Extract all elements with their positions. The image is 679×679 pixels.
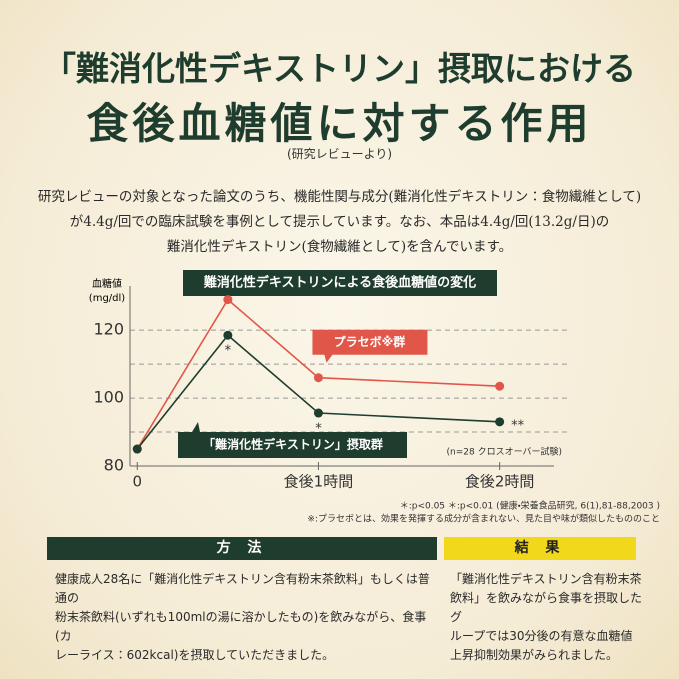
- y-unit: (mg/dl): [89, 293, 125, 304]
- point: [495, 417, 505, 427]
- legend-label: 「難消化性デキストリン」摂取群: [203, 437, 383, 452]
- point: [495, 381, 505, 391]
- x-tick-label: 食後1時間: [284, 473, 354, 491]
- intro-line: 研究レビューの対象となった論文のうち、機能性関与成分(難消化性デキストリン：食物…: [37, 189, 642, 205]
- title-line1: 「難消化性デキストリン」摂取における: [42, 49, 636, 88]
- title-line2: 食後血糖値に対する作用: [86, 99, 593, 148]
- footnote: ※:プラセボとは、効果を発揮する成分が含まれない、見た目や味が類似したもののこと: [307, 513, 660, 525]
- legend-box: [312, 329, 428, 363]
- point: [313, 373, 323, 383]
- source: (研究レビューより): [286, 147, 393, 161]
- intro-line: 難消化性デキストリン(食物繊維として)を含んでいます。: [166, 239, 513, 255]
- result-line: 飲料」を飲みながら食事を摂取したグ: [450, 591, 643, 624]
- method-title: 方 法: [47, 537, 437, 560]
- y-tick-label: 120: [93, 320, 124, 339]
- y-tick-label: 80: [104, 456, 124, 475]
- point: [313, 408, 323, 418]
- result-line: 上昇抑制効果がみられました。: [450, 648, 619, 662]
- point: [223, 330, 233, 340]
- x-tick-label: 0: [132, 473, 142, 491]
- point: [132, 444, 142, 454]
- legend-box: [178, 422, 407, 458]
- point: [223, 295, 233, 305]
- y-tick-label: 100: [93, 388, 124, 407]
- method-line: 粉末茶飲料(いずれも100mlの湯に溶かしたもの)を飲みながら、食事(カ: [55, 610, 427, 643]
- method-line: 健康成人28名に「難消化性デキストリン含有粉末茶飲料」もしくは普通の: [55, 572, 430, 605]
- series-line: [136, 334, 500, 450]
- result-line: 「難消化性デキストリン含有粉末茶: [450, 572, 642, 586]
- chart: 血糖値 (mg/dl) 80 100 120 0 食後1時間 食後2時間 難消化性デキストリンに…: [89, 270, 660, 525]
- intro: 研究レビューの対象となった論文のうち、機能性関与成分(難消化性デキストリン：食物…: [20, 185, 659, 260]
- result-text: 「難消化性デキストリン含有粉末茶 飲料」を飲みながら食事を摂取したグ ループでは…: [450, 570, 650, 665]
- legend-label: プラセボ※群: [334, 334, 406, 349]
- footnote: ＊:p<0.05 ＊:p<0.01 (健康・栄養食品研究, 6(1),81-88…: [400, 500, 660, 512]
- chart-note: (n=28 クロスオーバー試験): [447, 446, 563, 458]
- annotation: *: [225, 344, 232, 359]
- result-line: ループでは30分後の有意な血糖値: [450, 629, 633, 643]
- y-label: 血糖値: [92, 277, 122, 290]
- chart-title-box: [183, 270, 497, 296]
- series-line: [136, 298, 500, 450]
- x-tick-label: 食後2時間: [465, 473, 535, 491]
- result-title: 結 果: [444, 537, 636, 560]
- method-line: レーライス：602kcal)を摂取していただきました。: [55, 648, 335, 662]
- method-text: 健康成人28名に「難消化性デキストリン含有粉末茶飲料」もしくは普通の 粉末茶飲料…: [55, 570, 440, 665]
- intro-line: が4.4g/回での臨床試験を事例として提示しています。なお、本品は4.4g/回(…: [69, 214, 610, 230]
- chart-title: 難消化性デキストリンによる食後血糖値の変化: [203, 275, 476, 291]
- annotation: *: [315, 422, 322, 437]
- annotation: **: [511, 418, 525, 433]
